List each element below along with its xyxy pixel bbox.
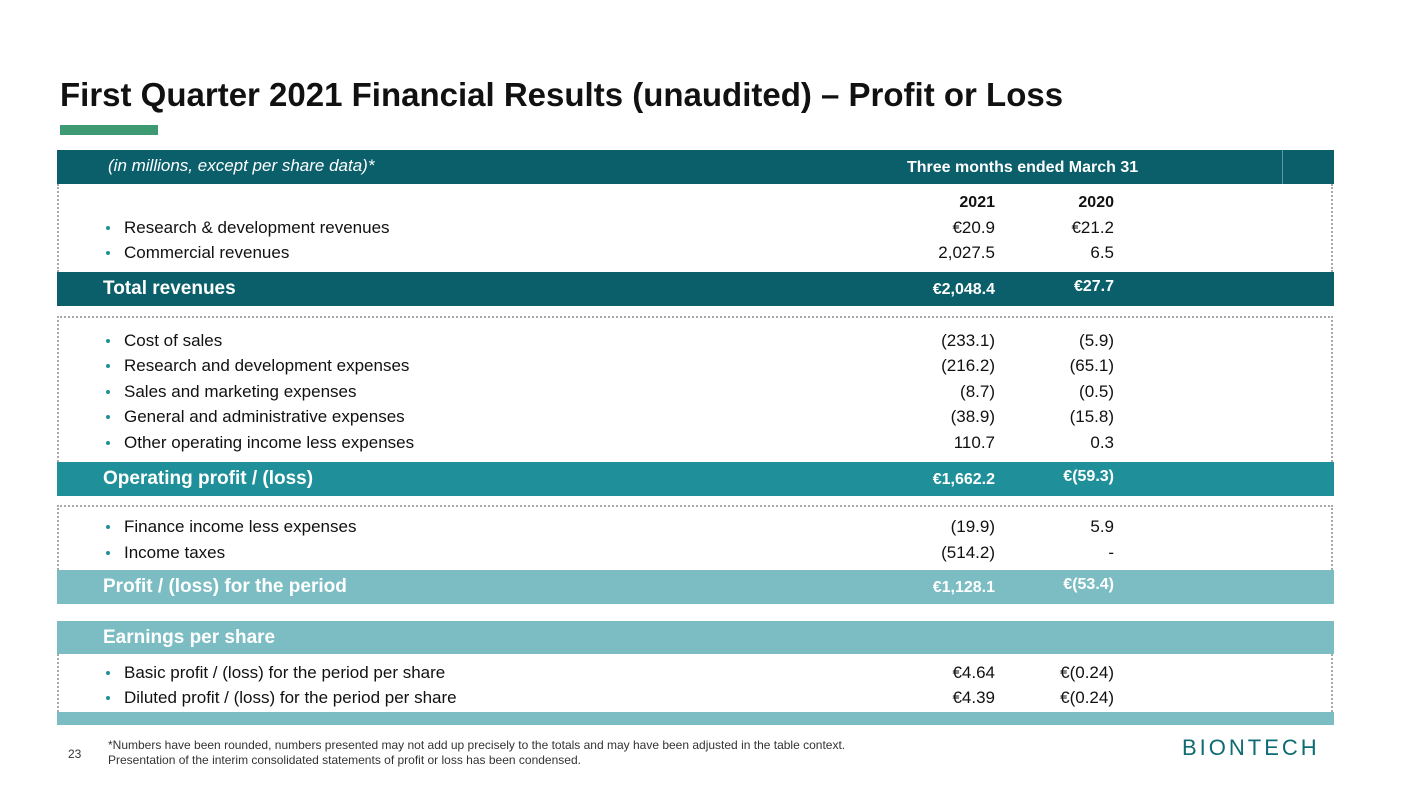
row-value: (15.8) (1069, 407, 1114, 426)
row-label: Cost of sales (124, 331, 223, 350)
bullet (106, 551, 110, 555)
section-heading: Earnings per share (103, 627, 276, 648)
total-label: Operating profit / (loss) (103, 468, 314, 489)
row-label: Commercial revenues (124, 243, 290, 262)
row-label: General and administrative expenses (124, 407, 405, 426)
footnote: Presentation of the interim consolidated… (108, 753, 581, 767)
row-value: €(0.24) (1060, 663, 1114, 682)
row-label: Income taxes (124, 543, 226, 562)
bullet (106, 525, 110, 529)
row-label: Finance income less expenses (124, 517, 357, 536)
header-divider (1282, 150, 1283, 184)
total-value: €27.7 (1073, 278, 1114, 295)
bullet (106, 251, 110, 255)
row-value: 5.9 (1090, 517, 1114, 536)
year-header: 2020 (1078, 194, 1114, 211)
row-value: (514.2) (941, 543, 995, 562)
section-border (57, 316, 1333, 318)
section-border (57, 316, 59, 462)
section-border (57, 654, 59, 712)
logo: BIONTECH (1182, 735, 1320, 760)
row-label: Research and development expenses (124, 356, 410, 375)
section-border (1331, 184, 1333, 272)
row-value: €21.2 (1071, 218, 1114, 237)
footnote: *Numbers have been rounded, numbers pres… (108, 738, 846, 752)
period-header: Three months ended March 31 (907, 159, 1139, 176)
bullet (106, 441, 110, 445)
total-label: Total revenues (103, 278, 236, 299)
row-label: Diluted profit / (loss) for the period p… (124, 688, 457, 707)
row-value: (216.2) (941, 356, 995, 375)
bullet (106, 390, 110, 394)
row-value: (65.1) (1069, 356, 1114, 375)
row-value: (8.7) (960, 382, 995, 401)
page-number: 23 (68, 747, 82, 761)
row-value: (38.9) (950, 407, 995, 426)
section-border (57, 505, 1333, 507)
total-value: €2,048.4 (932, 281, 995, 298)
row-value: 6.5 (1090, 243, 1114, 262)
section-bar (57, 621, 1334, 654)
bullet (106, 339, 110, 343)
total-label: Profit / (loss) for the period (103, 576, 347, 597)
row-value: €(0.24) (1060, 688, 1114, 707)
row-value: 0.3 (1090, 433, 1114, 452)
row-value: (5.9) (1079, 331, 1114, 350)
bullet (106, 415, 110, 419)
total-value: €(53.4) (1063, 576, 1114, 593)
header-bar (57, 150, 1334, 184)
row-value: (19.9) (950, 517, 995, 536)
row-label: Sales and marketing expenses (124, 382, 357, 401)
row-value: - (1108, 543, 1114, 562)
section-border (57, 184, 59, 272)
row-value: 110.7 (953, 433, 995, 452)
total-bar (57, 272, 1334, 306)
total-bar (57, 570, 1334, 604)
title-accent (60, 125, 158, 135)
section-border (1331, 654, 1333, 712)
bullet (106, 696, 110, 700)
total-value: €1,128.1 (932, 579, 995, 596)
bullet (106, 671, 110, 675)
slide-title: First Quarter 2021 Financial Results (un… (60, 76, 1064, 113)
table-end-bar (57, 712, 1334, 725)
bullet (106, 226, 110, 230)
section-border (1331, 505, 1333, 570)
total-bar (57, 462, 1334, 496)
unit-note: (in millions, except per share data)* (108, 156, 375, 175)
total-value: €1,662.2 (932, 471, 995, 488)
section-border (57, 505, 59, 570)
row-value: 2,027.5 (938, 243, 995, 262)
row-label: Basic profit / (loss) for the period per… (124, 663, 446, 682)
row-label: Research & development revenues (124, 218, 390, 237)
year-header: 2021 (959, 194, 995, 211)
row-value: €20.9 (952, 218, 995, 237)
row-value: (0.5) (1079, 382, 1114, 401)
row-value: €4.64 (952, 663, 995, 682)
row-value: €4.39 (952, 688, 995, 707)
total-value: €(59.3) (1063, 468, 1114, 485)
row-label: Other operating income less expenses (124, 433, 415, 452)
row-value: (233.1) (941, 331, 995, 350)
section-border (1331, 316, 1333, 462)
bullet (106, 364, 110, 368)
